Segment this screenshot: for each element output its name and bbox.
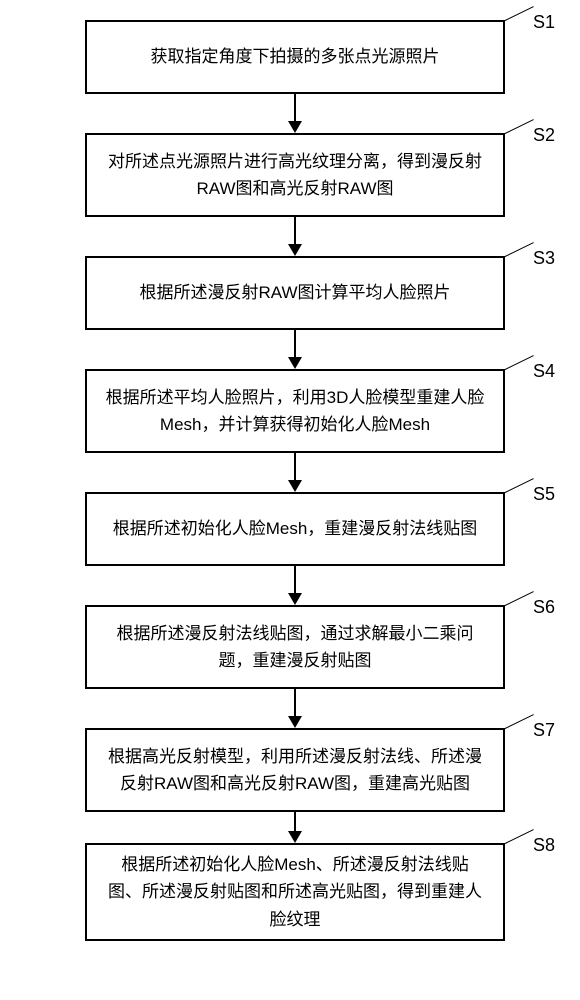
- arrow-down-icon: [288, 94, 302, 133]
- step-s7: 根据高光反射模型，利用所述漫反射法线、所述漫反射RAW图和高光反射RAW图，重建…: [50, 728, 540, 843]
- step-box: 根据所述初始化人脸Mesh，重建漫反射法线贴图S5: [85, 492, 505, 566]
- step-text: 根据高光反射模型，利用所述漫反射法线、所述漫反射RAW图和高光反射RAW图，重建…: [105, 743, 485, 797]
- step-box: 获取指定角度下拍摄的多张点光源照片S1: [85, 20, 505, 94]
- step-label: S8: [533, 831, 555, 860]
- step-s1: 获取指定角度下拍摄的多张点光源照片S1: [50, 20, 540, 133]
- arrow-down-icon: [288, 217, 302, 256]
- step-s2: 对所述点光源照片进行高光纹理分离，得到漫反射RAW图和高光反射RAW图S2: [50, 133, 540, 256]
- flowchart-container: 获取指定角度下拍摄的多张点光源照片S1 对所述点光源照片进行高光纹理分离，得到漫反…: [50, 20, 540, 941]
- arrow-down-icon: [288, 689, 302, 728]
- arrow-line: [294, 330, 296, 358]
- arrow-down-icon: [288, 566, 302, 605]
- arrow-line: [294, 566, 296, 594]
- arrow-down-icon: [288, 453, 302, 492]
- step-box: 根据所述平均人脸照片，利用3D人脸模型重建人脸Mesh，并计算获得初始化人脸Me…: [85, 369, 505, 453]
- arrow-line: [294, 812, 296, 832]
- step-box: 根据所述初始化人脸Mesh、所述漫反射法线贴图、所述漫反射贴图和所述高光贴图，得…: [85, 843, 505, 941]
- step-box: 根据所述漫反射法线贴图，通过求解最小二乘问题，重建漫反射贴图S6: [85, 605, 505, 689]
- step-s5: 根据所述初始化人脸Mesh，重建漫反射法线贴图S5: [50, 492, 540, 605]
- arrow-head: [288, 357, 302, 369]
- step-label: S6: [533, 593, 555, 622]
- step-box: 对所述点光源照片进行高光纹理分离，得到漫反射RAW图和高光反射RAW图S2: [85, 133, 505, 217]
- step-label: S5: [533, 480, 555, 509]
- arrow-line: [294, 94, 296, 122]
- step-box: 根据高光反射模型，利用所述漫反射法线、所述漫反射RAW图和高光反射RAW图，重建…: [85, 728, 505, 812]
- arrow-down-icon: [288, 812, 302, 843]
- arrow-head: [288, 480, 302, 492]
- arrow-head: [288, 244, 302, 256]
- step-s8: 根据所述初始化人脸Mesh、所述漫反射法线贴图、所述漫反射贴图和所述高光贴图，得…: [50, 843, 540, 941]
- step-s3: 根据所述漫反射RAW图计算平均人脸照片S3: [50, 256, 540, 369]
- arrow-head: [288, 831, 302, 843]
- step-text: 根据所述平均人脸照片，利用3D人脸模型重建人脸Mesh，并计算获得初始化人脸Me…: [105, 384, 485, 438]
- arrow-down-icon: [288, 330, 302, 369]
- step-label: S7: [533, 716, 555, 745]
- arrow-head: [288, 593, 302, 605]
- arrow-head: [288, 716, 302, 728]
- arrow-line: [294, 689, 296, 717]
- step-text: 根据所述漫反射法线贴图，通过求解最小二乘问题，重建漫反射贴图: [105, 620, 485, 674]
- step-label: S4: [533, 357, 555, 386]
- arrow-line: [294, 217, 296, 245]
- step-s4: 根据所述平均人脸照片，利用3D人脸模型重建人脸Mesh，并计算获得初始化人脸Me…: [50, 369, 540, 492]
- step-label: S1: [533, 8, 555, 37]
- label-connector-line: [503, 6, 534, 22]
- step-text: 根据所述初始化人脸Mesh，重建漫反射法线贴图: [113, 515, 478, 542]
- step-label: S3: [533, 244, 555, 273]
- arrow-head: [288, 121, 302, 133]
- step-text: 根据所述初始化人脸Mesh、所述漫反射法线贴图、所述漫反射贴图和所述高光贴图，得…: [105, 851, 485, 933]
- step-label: S2: [533, 121, 555, 150]
- step-text: 对所述点光源照片进行高光纹理分离，得到漫反射RAW图和高光反射RAW图: [105, 148, 485, 202]
- step-text: 获取指定角度下拍摄的多张点光源照片: [151, 43, 440, 70]
- step-box: 根据所述漫反射RAW图计算平均人脸照片S3: [85, 256, 505, 330]
- step-text: 根据所述漫反射RAW图计算平均人脸照片: [139, 279, 450, 306]
- step-s6: 根据所述漫反射法线贴图，通过求解最小二乘问题，重建漫反射贴图S6: [50, 605, 540, 728]
- arrow-line: [294, 453, 296, 481]
